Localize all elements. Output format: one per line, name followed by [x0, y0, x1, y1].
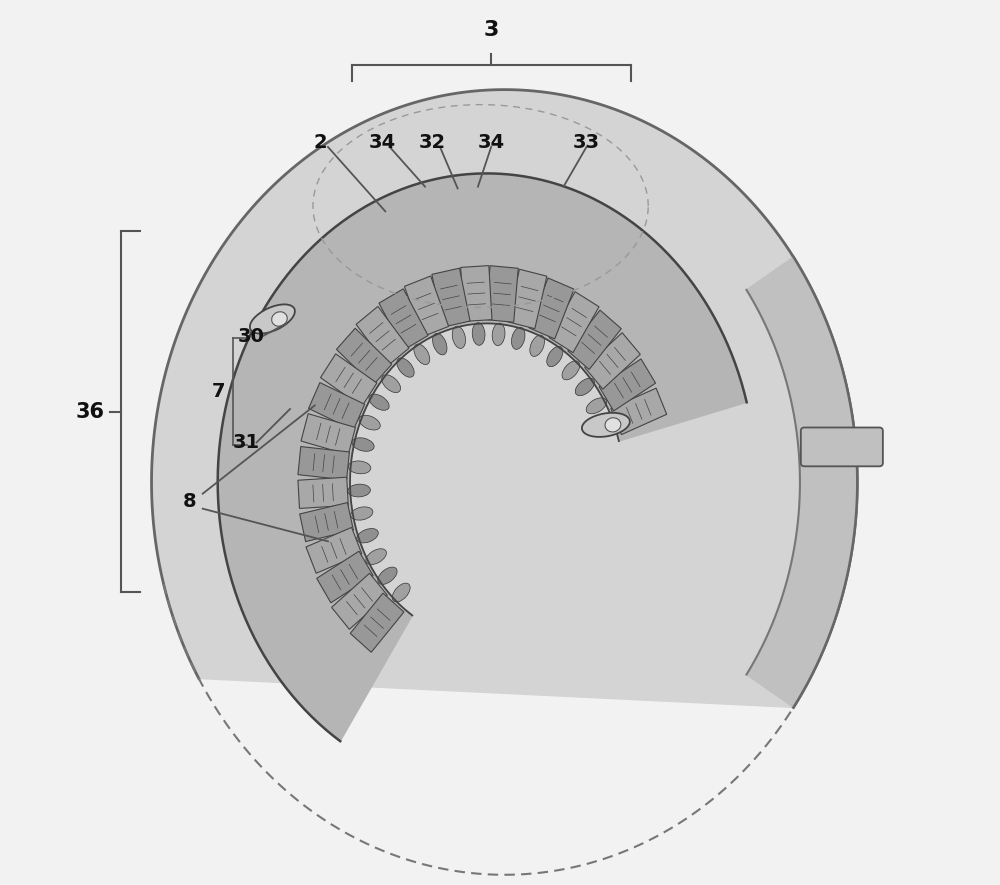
Text: 31: 31 [232, 433, 259, 452]
Text: 2: 2 [313, 133, 327, 152]
Polygon shape [332, 573, 387, 629]
Polygon shape [317, 551, 373, 603]
Ellipse shape [382, 375, 401, 393]
Ellipse shape [392, 583, 410, 602]
Ellipse shape [366, 549, 386, 565]
Ellipse shape [582, 412, 630, 437]
Text: 33: 33 [573, 133, 600, 152]
Ellipse shape [359, 415, 380, 430]
Ellipse shape [472, 323, 485, 345]
Text: 8: 8 [183, 492, 196, 512]
Polygon shape [320, 354, 377, 407]
Polygon shape [585, 333, 640, 389]
Ellipse shape [351, 507, 373, 520]
Polygon shape [350, 593, 404, 652]
Ellipse shape [352, 438, 374, 451]
Ellipse shape [575, 378, 594, 396]
Ellipse shape [605, 418, 621, 432]
Polygon shape [309, 382, 365, 430]
Polygon shape [747, 257, 857, 707]
Polygon shape [298, 447, 349, 480]
Text: 36: 36 [76, 402, 105, 421]
Text: 34: 34 [368, 133, 395, 152]
Ellipse shape [433, 334, 447, 355]
FancyBboxPatch shape [801, 427, 883, 466]
Ellipse shape [250, 304, 295, 334]
Text: 34: 34 [478, 133, 505, 152]
Polygon shape [306, 527, 362, 573]
Text: 7: 7 [212, 382, 226, 401]
Polygon shape [568, 310, 621, 369]
Polygon shape [301, 413, 355, 455]
Polygon shape [356, 306, 409, 366]
Ellipse shape [562, 361, 580, 380]
Text: 30: 30 [238, 327, 265, 346]
Text: 3: 3 [483, 20, 499, 40]
Polygon shape [300, 503, 353, 542]
Polygon shape [549, 292, 599, 352]
Text: 32: 32 [419, 133, 446, 152]
Ellipse shape [272, 312, 287, 327]
Polygon shape [218, 173, 747, 741]
Polygon shape [379, 289, 428, 350]
Ellipse shape [452, 327, 466, 349]
Polygon shape [529, 278, 574, 339]
Ellipse shape [414, 344, 430, 365]
Ellipse shape [492, 323, 505, 346]
Ellipse shape [348, 484, 370, 496]
Polygon shape [507, 269, 547, 328]
Polygon shape [336, 328, 392, 385]
Ellipse shape [586, 398, 607, 414]
Polygon shape [152, 89, 857, 707]
Ellipse shape [378, 567, 397, 584]
Ellipse shape [547, 346, 563, 366]
Polygon shape [432, 268, 470, 327]
Ellipse shape [369, 394, 389, 411]
Ellipse shape [348, 461, 371, 473]
Ellipse shape [530, 335, 545, 357]
Polygon shape [611, 389, 667, 435]
Polygon shape [599, 359, 656, 411]
Ellipse shape [512, 327, 525, 350]
Ellipse shape [397, 358, 414, 377]
Polygon shape [404, 276, 449, 337]
Ellipse shape [357, 528, 378, 543]
Polygon shape [486, 266, 518, 322]
Ellipse shape [595, 419, 616, 434]
Polygon shape [298, 477, 348, 508]
Polygon shape [461, 266, 492, 321]
